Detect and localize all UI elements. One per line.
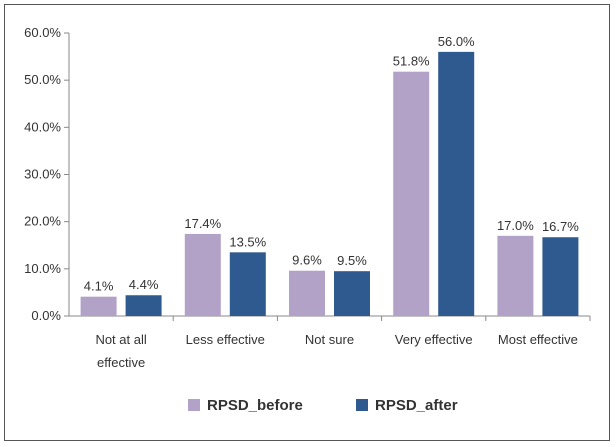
category-label: Most effective — [498, 332, 578, 347]
bar-rpsd-before — [393, 71, 430, 316]
y-tick-label: 0.0% — [31, 308, 61, 323]
category-label: Very effective — [395, 332, 473, 347]
bar-rpsd-before — [184, 233, 221, 316]
category-label: effective — [97, 355, 145, 370]
data-label: 56.0% — [438, 34, 475, 49]
data-label: 9.6% — [292, 253, 322, 268]
chart-frame — [4, 4, 610, 441]
data-label: 9.5% — [337, 253, 367, 268]
category-label: Less effective — [186, 332, 265, 347]
y-tick-label: 50.0% — [24, 72, 61, 87]
bar-rpsd-before — [80, 296, 117, 316]
category-label: Not sure — [305, 332, 354, 347]
legend-swatch — [188, 399, 200, 411]
y-tick-label: 20.0% — [24, 214, 61, 229]
bar-rpsd-after — [125, 295, 162, 316]
bar-rpsd-after — [334, 271, 370, 316]
y-tick-label: 10.0% — [24, 261, 61, 276]
y-tick-label: 60.0% — [24, 25, 61, 40]
legend-label: RPSD_before — [207, 397, 303, 414]
category-label: Not at all — [95, 332, 146, 347]
data-label: 17.4% — [184, 216, 221, 231]
data-label: 13.5% — [229, 234, 266, 249]
bar-rpsd-before — [289, 270, 325, 316]
bar-rpsd-after — [229, 252, 266, 316]
bar-rpsd-before — [497, 235, 534, 316]
legend-swatch — [356, 399, 368, 411]
y-tick-label: 30.0% — [24, 167, 61, 182]
data-label: 16.7% — [542, 219, 579, 234]
data-label: 4.4% — [129, 277, 159, 292]
bar-rpsd-after — [438, 51, 475, 316]
legend-label: RPSD_after — [375, 397, 458, 414]
data-label: 17.0% — [497, 218, 534, 233]
bar-rpsd-after — [542, 237, 579, 316]
data-label: 51.8% — [393, 54, 430, 69]
y-tick-label: 40.0% — [24, 119, 61, 134]
data-label: 4.1% — [84, 279, 114, 294]
